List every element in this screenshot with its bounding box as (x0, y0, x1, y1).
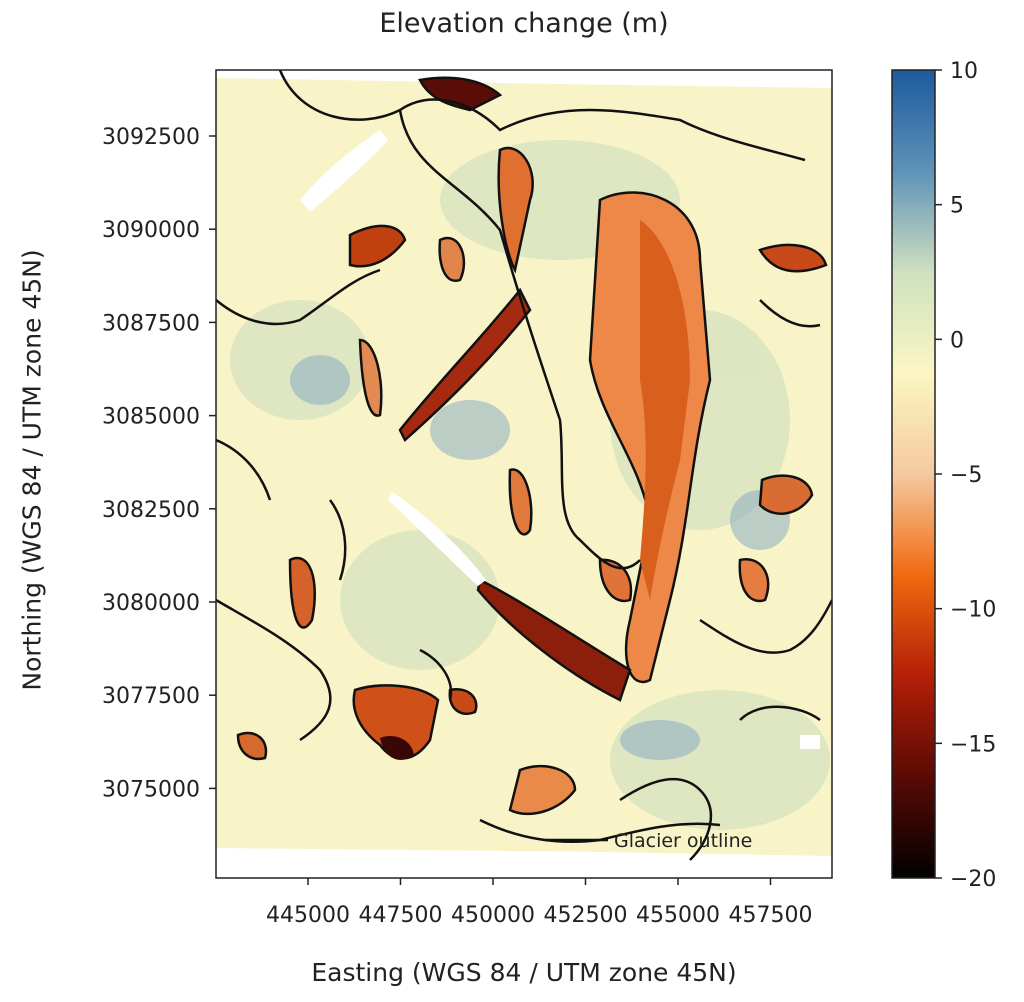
colorbar-ticks: 10 5 0 −5 −10 −15 −20 (935, 59, 996, 892)
colorbar: 10 5 0 −5 −10 −15 −20 (891, 59, 996, 892)
y-tick-label: 3092500 (102, 125, 200, 150)
y-tick-label: 3090000 (102, 218, 200, 243)
x-tick-label: 450000 (451, 903, 535, 928)
x-ticks: 445000 447500 450000 452500 455000 457500 (266, 878, 812, 928)
colorbar-tick-label: 5 (950, 194, 964, 219)
y-tick-label: 3075000 (102, 777, 200, 802)
y-tick-label: 3085000 (102, 405, 200, 430)
x-tick-label: 455000 (636, 903, 720, 928)
glacier-outlines (216, 70, 832, 861)
colorbar-tick-label: −5 (950, 463, 982, 488)
colorbar-tick-label: −15 (950, 732, 996, 757)
map-legend: Glacier outline (545, 830, 752, 852)
y-tick-label: 3087500 (102, 311, 200, 336)
x-tick-label: 452500 (544, 903, 628, 928)
y-tick-label: 3082500 (102, 498, 200, 523)
colorbar-bar (891, 69, 936, 879)
glacier-patches (236, 76, 828, 816)
x-tick-label: 457500 (729, 903, 813, 928)
y-tick-label: 3077500 (102, 684, 200, 709)
colorbar-tick-label: 10 (950, 59, 978, 84)
legend-label: Glacier outline (614, 830, 752, 852)
raster-layer: Glacier outline (216, 70, 832, 878)
colorbar-tick-label: −20 (950, 867, 996, 892)
x-tick-label: 445000 (266, 903, 350, 928)
colorbar-tick-label: −10 (950, 598, 996, 623)
plot-frame (215, 69, 833, 879)
y-tick-label: 3080000 (102, 591, 200, 616)
map-title: Elevation change (m) (379, 8, 669, 39)
colorbar-tick-label: 0 (950, 328, 964, 353)
x-axis-label: Easting (WGS 84 / UTM zone 45N) (311, 958, 737, 987)
y-ticks: 3092500 3090000 3087500 3085000 3082500 30800… (102, 125, 216, 802)
x-tick-label: 447500 (359, 903, 443, 928)
